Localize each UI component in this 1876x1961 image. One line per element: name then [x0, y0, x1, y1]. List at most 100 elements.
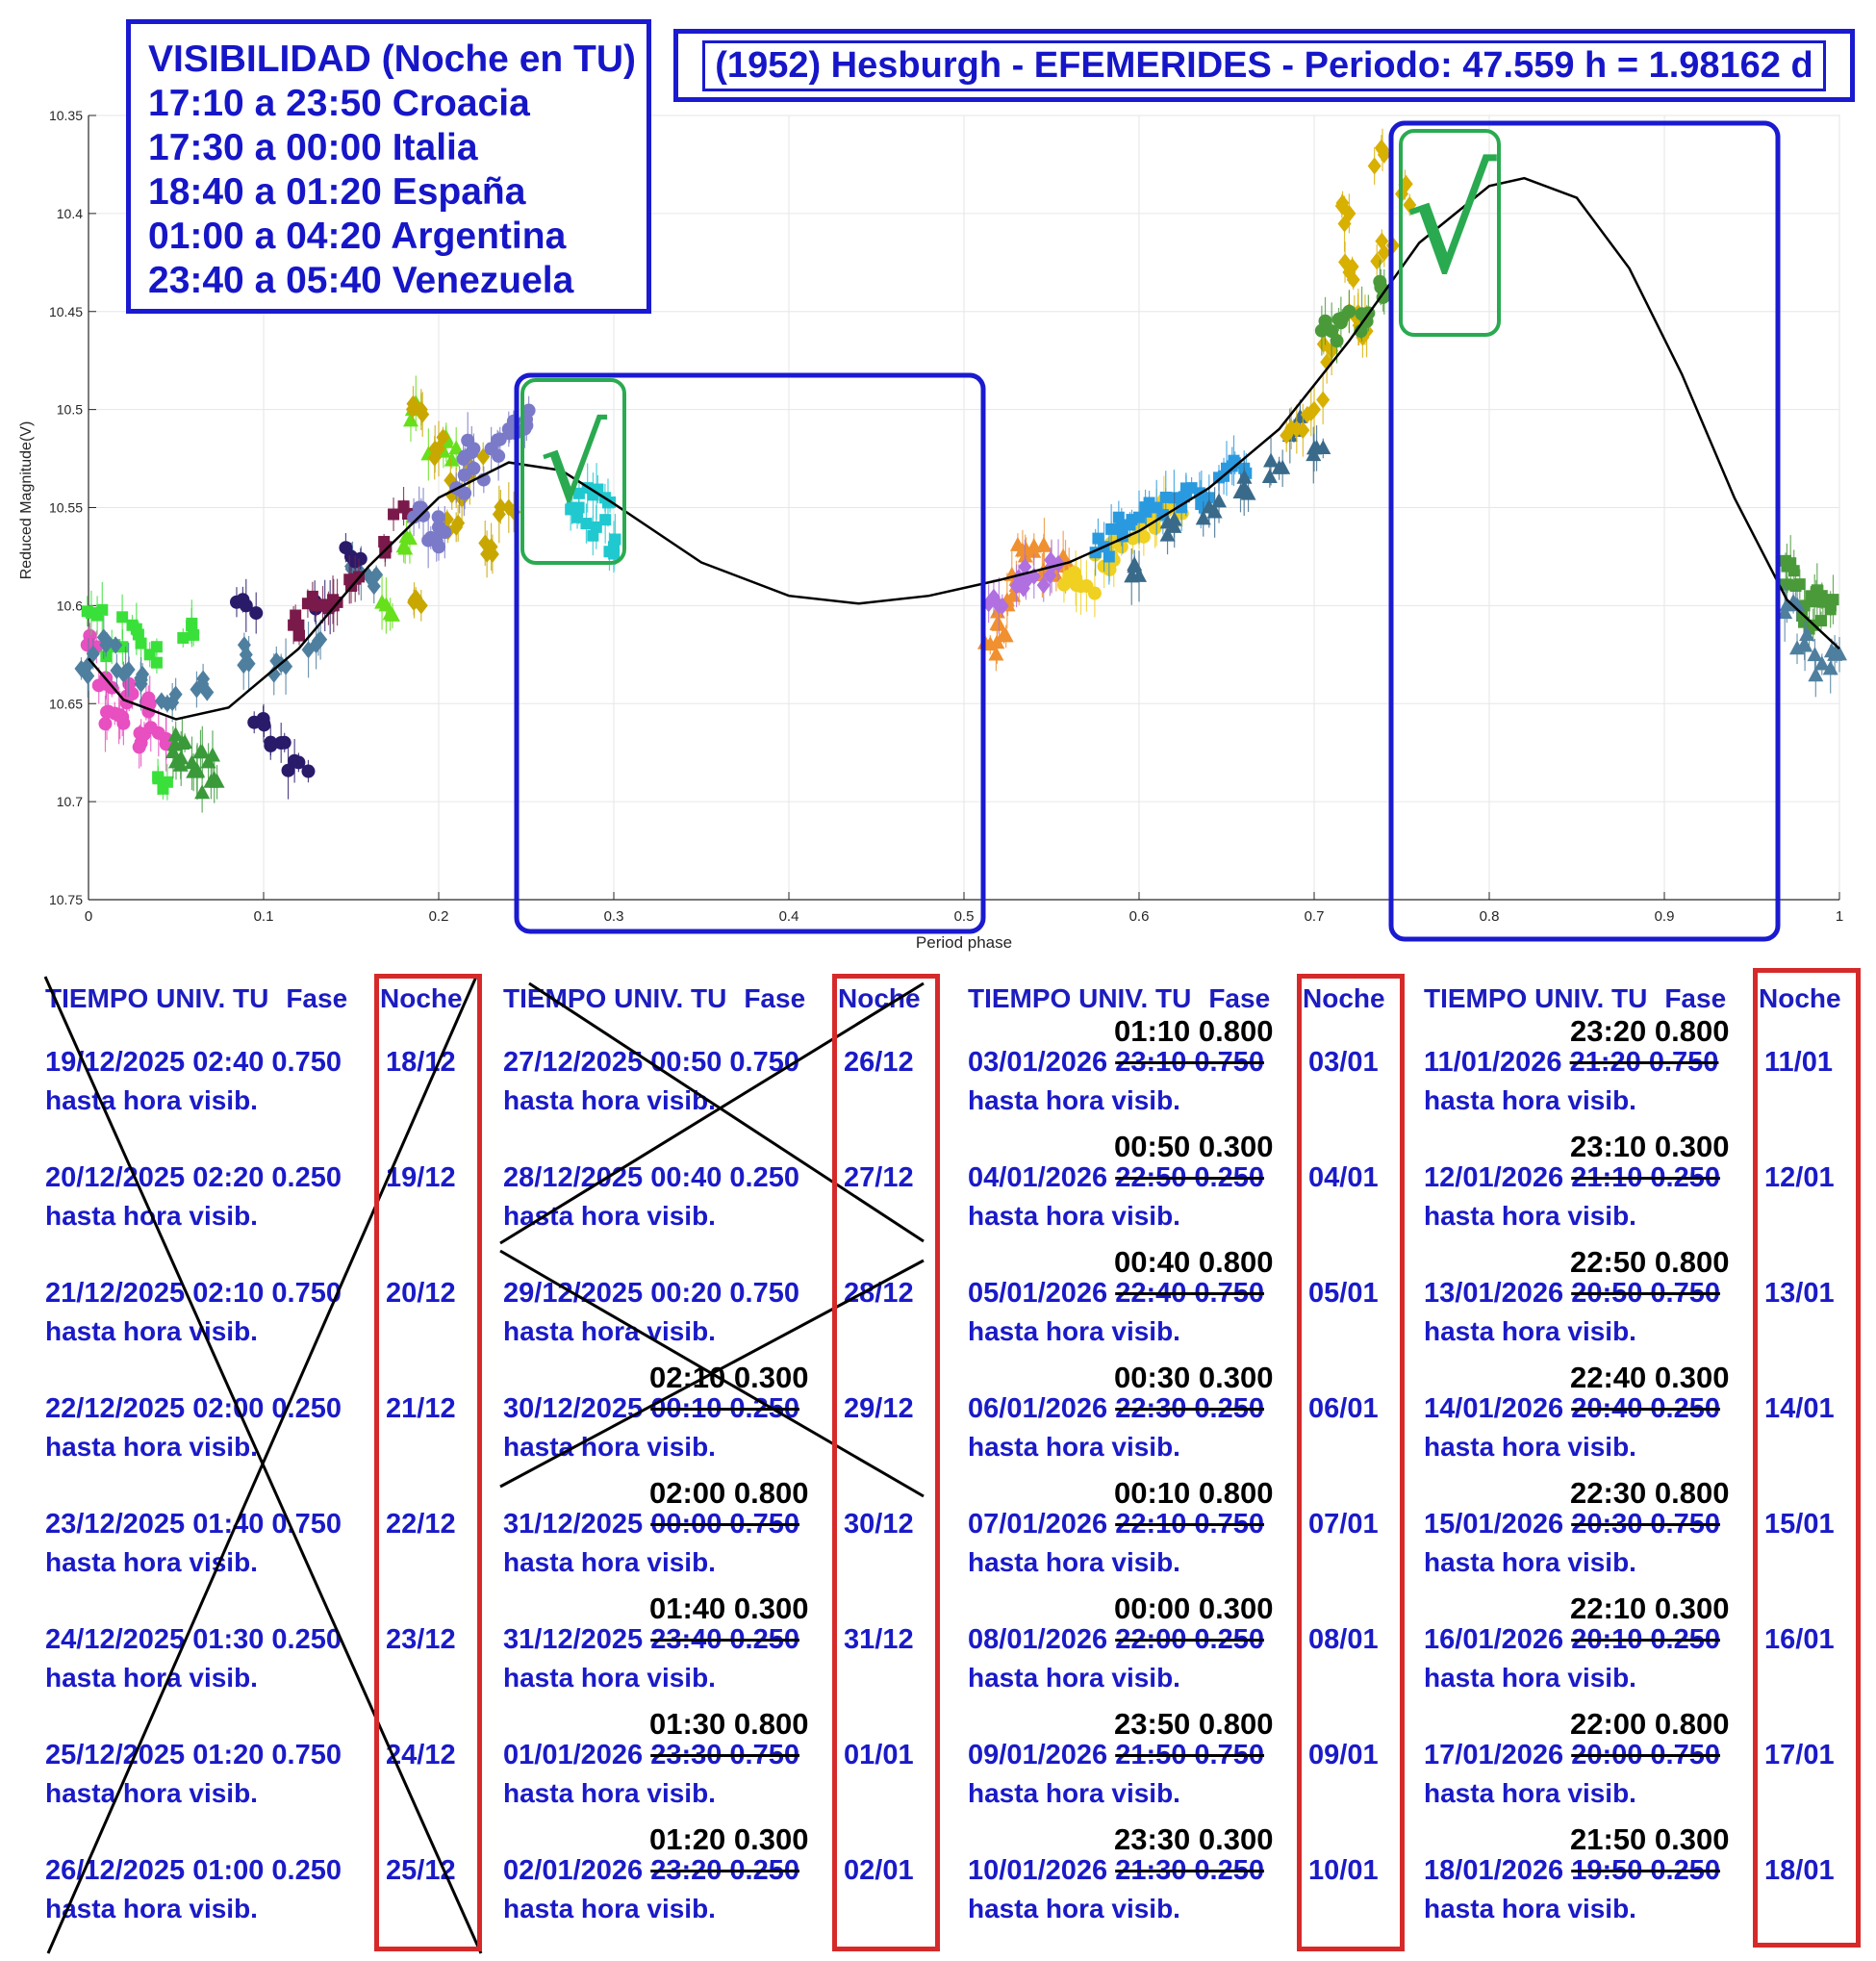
entry-date: 09/01/2026 [968, 1740, 1116, 1770]
entry-correction: 21:50 0.300 [1570, 1822, 1730, 1856]
y-axis-label: Reduced Magnitude(V) [18, 421, 35, 580]
ephemeris-entry: 01:30 0.800 01/01/2026 23:30 0.750 01/01 ha… [503, 1707, 1003, 1821]
x-tick-label: 1 [1836, 908, 1843, 925]
data-point [603, 546, 616, 558]
chart-title-box: (1952) Hesburgh - EFEMERIDES - Periodo: … [673, 29, 1855, 102]
data-point [491, 433, 505, 447]
data-point [86, 645, 100, 663]
entry-datetime: 23/12/2025 01:40 0.750 [45, 1509, 342, 1540]
ephemeris-entry: 23:30 0.300 10/01/2026 21:30 0.250 10/01 ha… [968, 1822, 1468, 1936]
entry-night: 06/01 [1308, 1393, 1379, 1424]
entry-correction: 01:30 0.800 [649, 1707, 809, 1741]
data-point [1211, 493, 1228, 508]
header-time: TIEMPO UNIV. TU [45, 983, 269, 1013]
data-point [130, 623, 142, 635]
data-point [152, 773, 165, 785]
data-point [1403, 195, 1417, 214]
entry-old-time: 22:30 0.250 [1115, 1393, 1265, 1424]
header-night: Noche [1303, 983, 1385, 1013]
entry-note: hasta hora visib. [503, 1432, 716, 1462]
entry-note: hasta hora visib. [45, 1778, 258, 1808]
data-point [571, 511, 584, 523]
data-point [1056, 577, 1071, 592]
y-tick-label: 10.45 [49, 304, 83, 319]
ephemeris-entry: 22:00 0.800 17/01/2026 20:00 0.750 17/01 ha… [1424, 1707, 1876, 1821]
entry-date: 18/01/2026 [1424, 1855, 1572, 1886]
data-point [436, 428, 450, 446]
entry-datetime: 27/12/2025 00:50 0.750 [503, 1047, 799, 1078]
x-tick-label: 0.1 [254, 908, 274, 925]
entry-datetime: 18/01/2026 19:50 0.250 [1424, 1855, 1720, 1887]
ephemeris-entry: 23:50 0.800 09/01/2026 21:50 0.750 09/01 ha… [968, 1707, 1468, 1821]
data-point [458, 449, 472, 464]
entry-note: hasta hora visib. [968, 1201, 1180, 1231]
entry-old-time: 22:10 0.750 [1115, 1509, 1265, 1540]
ephemeris-entry: 01:40 0.300 31/12/2025 23:40 0.250 31/12 ha… [503, 1592, 1003, 1705]
data-point [521, 403, 536, 418]
data-point [397, 540, 414, 555]
entry-old-time: 22:40 0.750 [1115, 1278, 1265, 1309]
data-point [1785, 557, 1797, 570]
entry-old-time: 22:50 0.250 [1115, 1162, 1265, 1193]
data-point [1159, 491, 1172, 503]
data-point [188, 628, 200, 641]
y-tick-label: 10.5 [57, 402, 83, 418]
entry-date: 13/01/2026 [1424, 1278, 1572, 1309]
y-tick-label: 10.35 [49, 108, 83, 123]
entry-old-time: 20:40 0.250 [1571, 1393, 1721, 1424]
entry-correction: 00:30 0.300 [1114, 1361, 1274, 1394]
visibility-line: 18:40 a 01:20 España [148, 171, 526, 213]
entry-datetime: 04/01/2026 22:50 0.250 [968, 1162, 1264, 1194]
entry-night: 02/01 [844, 1855, 914, 1886]
data-point [205, 747, 221, 762]
entry-note: hasta hora visib. [1424, 1894, 1636, 1923]
data-point [257, 718, 271, 732]
data-point [1069, 578, 1083, 593]
data-point [587, 529, 599, 542]
entry-datetime: 08/01/2026 22:00 0.250 [968, 1624, 1264, 1656]
entry-date: 01/01/2026 [503, 1740, 651, 1770]
entry-date: 04/01/2026 [968, 1162, 1116, 1193]
entry-night: 14/01 [1764, 1393, 1835, 1424]
data-point [174, 734, 190, 750]
data-point [1793, 578, 1806, 591]
ephemeris-entry: 22:30 0.800 15/01/2026 20:30 0.750 15/01 ha… [1424, 1476, 1876, 1590]
data-point [266, 665, 281, 683]
ephemeris-entry: 22:10 0.300 16/01/2026 20:10 0.250 16/01 ha… [1424, 1592, 1876, 1705]
data-point [167, 726, 184, 742]
data-point [150, 656, 163, 669]
data-point [1789, 597, 1806, 612]
entry-date: 16/01/2026 [1424, 1624, 1572, 1655]
entry-note: hasta hora visib. [503, 1201, 716, 1231]
entry-date: 07/01/2026 [968, 1509, 1116, 1540]
entry-note: hasta hora visib. [503, 1316, 716, 1346]
data-point [407, 510, 421, 524]
ephemeris-entry: 22:50 0.800 13/01/2026 20:50 0.750 13/01 ha… [1424, 1245, 1876, 1359]
data-point [1179, 488, 1192, 500]
data-point [150, 641, 163, 653]
entry-datetime: 26/12/2025 01:00 0.250 [45, 1855, 342, 1886]
entry-night: 05/01 [1308, 1278, 1379, 1309]
entry-night: 03/01 [1308, 1047, 1379, 1078]
entry-night: 31/12 [844, 1624, 914, 1655]
data-point [96, 628, 111, 647]
data-point [165, 744, 181, 759]
entry-datetime: 22/12/2025 02:00 0.250 [45, 1393, 342, 1424]
entry-date: 05/01/2026 [968, 1278, 1116, 1309]
data-point [369, 566, 384, 584]
data-point [1284, 419, 1299, 437]
data-point [444, 451, 460, 467]
entry-correction: 00:50 0.300 [1114, 1130, 1274, 1163]
entry-old-time: 21:20 0.750 [1569, 1047, 1719, 1078]
data-point [301, 641, 316, 659]
entry-datetime: 25/12/2025 01:20 0.750 [45, 1740, 342, 1770]
header-phase: Fase [286, 983, 348, 1013]
entry-old-time: 20:30 0.750 [1571, 1509, 1721, 1540]
entry-note: hasta hora visib. [1424, 1778, 1636, 1808]
data-point [1092, 532, 1104, 545]
data-point [398, 528, 415, 544]
data-point [457, 468, 471, 482]
data-point [416, 405, 430, 423]
visibility-title: VISIBILIDAD (Noche en TU) [148, 38, 637, 80]
data-point [1136, 529, 1151, 544]
